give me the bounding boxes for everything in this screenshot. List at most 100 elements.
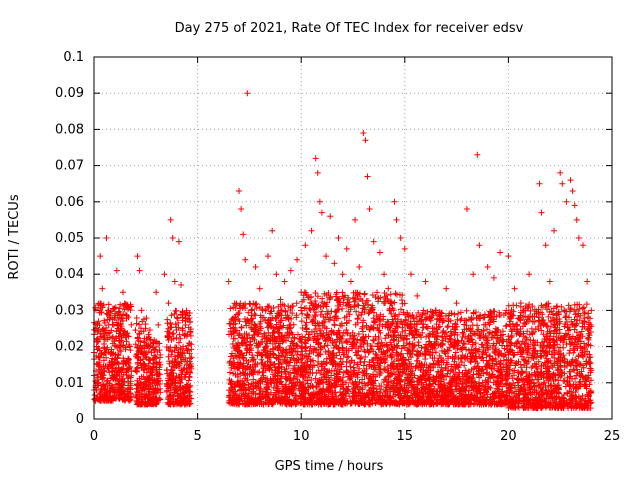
data-point xyxy=(142,325,149,332)
data-point xyxy=(100,357,107,364)
data-point xyxy=(95,337,102,344)
data-point xyxy=(168,312,175,319)
data-point xyxy=(127,386,134,393)
data-point xyxy=(167,395,174,402)
data-point xyxy=(153,397,160,404)
data-point xyxy=(188,354,195,361)
data-point xyxy=(172,321,179,328)
data-point xyxy=(118,323,125,330)
data-point xyxy=(382,335,389,342)
data-point xyxy=(134,381,141,388)
data-point xyxy=(361,291,368,298)
data-point xyxy=(360,362,367,369)
data-point xyxy=(125,396,132,403)
data-point xyxy=(407,321,414,328)
data-point xyxy=(175,392,182,399)
data-point xyxy=(164,333,171,340)
data-point xyxy=(102,362,109,369)
data-point xyxy=(99,382,106,389)
data-point xyxy=(175,339,182,346)
data-point xyxy=(97,350,104,357)
data-point xyxy=(142,385,149,392)
data-point xyxy=(125,378,132,385)
data-point xyxy=(318,308,325,315)
data-point xyxy=(149,339,156,346)
data-point xyxy=(111,389,118,396)
data-points xyxy=(91,90,595,412)
x-tick-label: 15 xyxy=(397,429,414,444)
data-point xyxy=(167,384,174,391)
data-point xyxy=(344,354,351,361)
data-point xyxy=(179,327,186,334)
data-point xyxy=(238,324,245,331)
data-point xyxy=(184,316,191,323)
data-point xyxy=(132,341,139,348)
data-point xyxy=(187,369,194,376)
data-point xyxy=(287,324,294,331)
data-point xyxy=(188,346,195,353)
data-point xyxy=(157,396,164,403)
data-point xyxy=(186,340,193,347)
data-point xyxy=(173,344,180,351)
data-point xyxy=(306,305,313,312)
data-point xyxy=(104,344,111,351)
data-point xyxy=(177,386,184,393)
data-point xyxy=(112,367,119,374)
data-point xyxy=(120,360,127,367)
data-point xyxy=(343,358,350,365)
data-point xyxy=(125,360,132,367)
data-point xyxy=(165,375,172,382)
data-point xyxy=(114,354,121,361)
data-point xyxy=(98,366,105,373)
data-point xyxy=(152,353,159,360)
data-point xyxy=(136,330,143,337)
data-point xyxy=(95,397,102,404)
data-point xyxy=(172,355,179,362)
y-tick-label: 0 xyxy=(76,412,84,427)
y-tick-label: 0.03 xyxy=(55,303,84,318)
data-point xyxy=(108,350,115,357)
data-point xyxy=(187,355,194,362)
data-point xyxy=(153,343,160,350)
data-point xyxy=(105,321,112,328)
data-point xyxy=(142,398,149,405)
data-point xyxy=(141,338,148,345)
data-point xyxy=(93,338,100,345)
data-point xyxy=(118,315,125,322)
data-point xyxy=(290,321,297,328)
data-point xyxy=(127,307,134,314)
data-point xyxy=(135,348,142,355)
data-point xyxy=(563,313,570,320)
data-point xyxy=(447,332,454,339)
data-point xyxy=(445,323,452,330)
data-point xyxy=(145,331,152,338)
data-point xyxy=(172,307,179,314)
data-point xyxy=(180,366,187,373)
data-point xyxy=(143,391,150,398)
data-point xyxy=(146,388,153,395)
data-point xyxy=(150,389,157,396)
data-point xyxy=(120,303,127,310)
data-point xyxy=(134,400,141,407)
data-point xyxy=(177,335,184,342)
data-point xyxy=(112,335,119,342)
x-tick-label: 5 xyxy=(193,429,201,444)
data-point xyxy=(123,332,130,339)
data-point xyxy=(454,310,461,317)
data-point xyxy=(354,336,361,343)
data-point xyxy=(171,358,178,365)
data-point xyxy=(149,399,156,406)
data-point xyxy=(136,321,143,328)
data-point xyxy=(361,358,368,365)
data-point xyxy=(175,359,182,366)
data-point xyxy=(177,379,184,386)
data-point xyxy=(118,339,125,346)
data-point xyxy=(460,330,467,337)
data-point xyxy=(154,378,161,385)
data-point xyxy=(115,308,122,315)
data-point xyxy=(303,325,310,332)
data-point xyxy=(107,387,114,394)
data-point xyxy=(139,394,146,401)
data-point xyxy=(298,318,305,325)
